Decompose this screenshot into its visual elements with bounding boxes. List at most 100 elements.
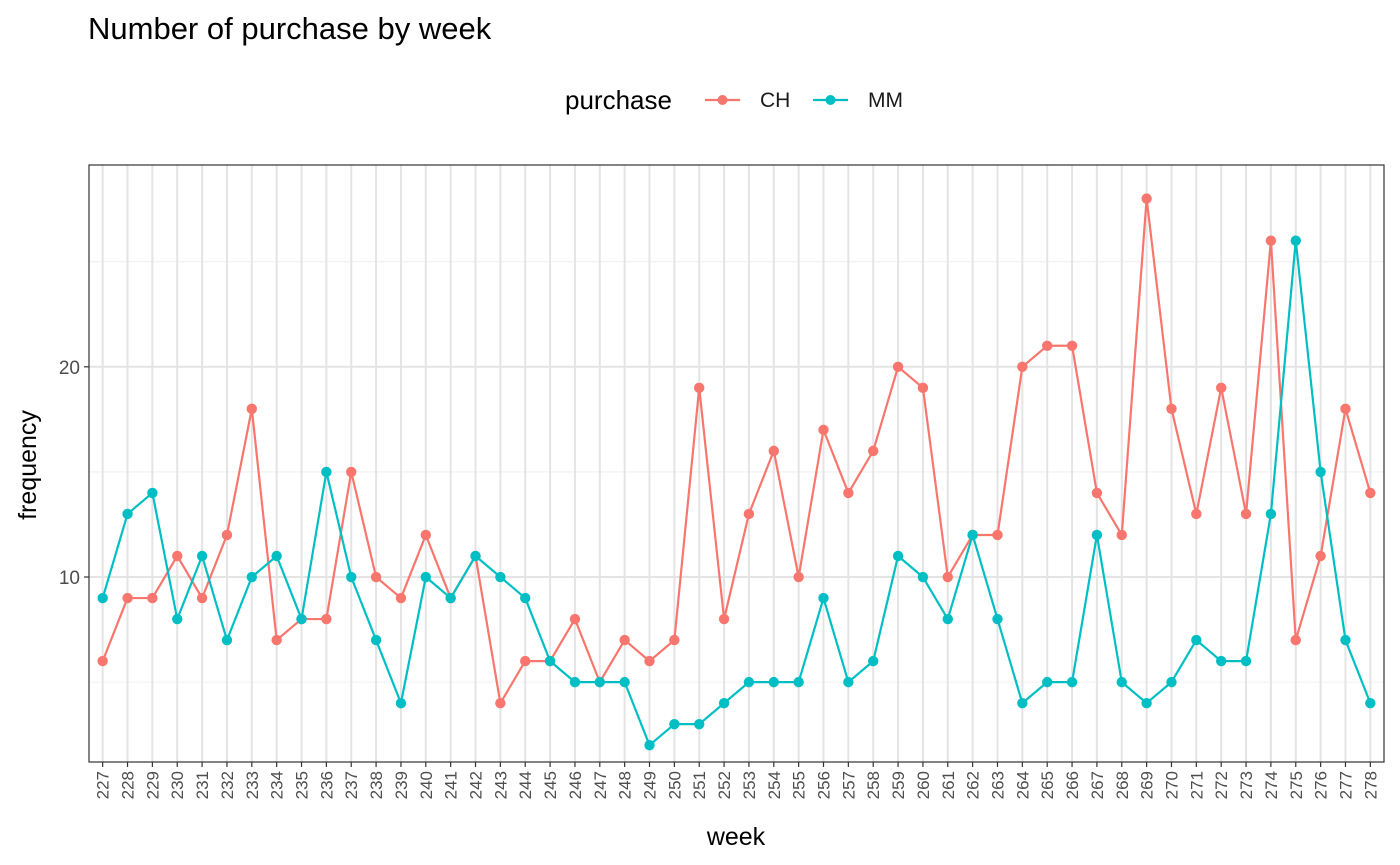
plot-background	[89, 165, 1384, 762]
series-line-mm	[101, 239, 1372, 747]
data-point-mm	[544, 655, 556, 667]
data-point-ch	[1315, 550, 1326, 562]
data-point-ch	[1091, 487, 1103, 499]
data-point-ch	[520, 655, 531, 667]
x-tick-label: 249	[641, 771, 660, 799]
data-point-mm	[420, 571, 431, 583]
data-point-ch	[1215, 382, 1227, 394]
data-point-ch	[420, 529, 431, 541]
data-point-mm	[172, 613, 183, 625]
data-point-mm	[594, 676, 605, 688]
x-tick-label: 274	[1262, 771, 1281, 799]
data-point-ch	[271, 634, 282, 646]
data-point-mm	[619, 676, 630, 688]
data-point-mm	[644, 739, 655, 751]
x-tick-label: 252	[715, 771, 734, 799]
x-tick-label: 238	[367, 771, 386, 799]
data-point-mm	[495, 571, 506, 583]
data-point-mm	[843, 676, 854, 688]
x-tick-label: 275	[1287, 771, 1306, 799]
data-point-mm	[246, 571, 258, 583]
data-point-mm	[743, 676, 755, 688]
series-mm	[97, 235, 1376, 751]
x-tick-label: 235	[293, 771, 312, 799]
data-point-ch	[1116, 529, 1127, 541]
x-tick-label: 256	[814, 771, 833, 799]
data-point-ch	[196, 592, 208, 604]
data-point-ch	[694, 382, 705, 394]
data-point-mm	[1215, 655, 1227, 667]
data-point-ch	[346, 466, 357, 478]
x-tick-label: 259	[889, 771, 908, 799]
plot-panel	[88, 164, 1385, 763]
x-tick-label: 250	[665, 771, 684, 799]
x-tick-label: 244	[516, 771, 535, 799]
data-point-mm	[1116, 676, 1127, 688]
x-tick-label: 262	[964, 771, 983, 799]
x-tick-label: 278	[1361, 771, 1380, 799]
y-axis-title: frequency	[14, 410, 42, 520]
data-point-mm	[694, 718, 705, 730]
data-point-ch	[1066, 340, 1078, 351]
data-point-ch	[942, 571, 953, 583]
x-axis: 227 228 229 230 231 232 233 234 235 236 237 238 239 2…	[94, 762, 1380, 799]
data-point-ch	[1290, 634, 1301, 646]
data-point-mm	[868, 655, 879, 667]
data-point-ch	[395, 592, 407, 604]
data-point-ch	[917, 382, 929, 394]
data-point-mm	[395, 697, 407, 709]
data-point-mm	[892, 550, 904, 562]
data-point-ch	[843, 487, 854, 499]
x-tick-label: 228	[119, 771, 138, 799]
x-tick-label: 272	[1212, 771, 1231, 799]
x-tick-label: 271	[1187, 771, 1206, 799]
y-axis: 10 20	[59, 358, 89, 589]
series-line-ch	[101, 197, 1372, 705]
data-point-ch	[669, 634, 680, 646]
x-tick-label: 263	[988, 771, 1007, 799]
data-point-ch	[1141, 193, 1152, 204]
x-tick-label: 237	[342, 771, 361, 799]
data-point-mm	[1290, 235, 1301, 246]
x-tick-label: 230	[168, 771, 187, 799]
x-tick-label: 247	[591, 771, 610, 799]
y-tick-label: 10	[59, 568, 80, 589]
x-tick-label: 260	[914, 771, 933, 799]
x-axis-title: week	[706, 823, 766, 851]
x-tick-label: 265	[1038, 771, 1057, 799]
legend-item-ch: CH	[705, 89, 790, 112]
data-point-ch	[321, 613, 332, 625]
data-point-mm	[569, 676, 581, 688]
x-tick-label: 277	[1336, 771, 1355, 799]
data-point-ch	[868, 445, 879, 457]
x-tick-label: 264	[1013, 771, 1032, 799]
data-point-mm	[1091, 529, 1103, 541]
x-tick-label: 234	[268, 771, 287, 799]
data-point-ch	[370, 571, 382, 583]
legend-item-mm: MM	[813, 89, 903, 112]
data-point-ch	[147, 592, 158, 604]
data-point-mm	[768, 676, 779, 688]
data-point-mm	[147, 487, 158, 499]
data-point-ch	[1191, 508, 1202, 520]
x-tick-label: 258	[864, 771, 883, 799]
data-point-ch	[569, 613, 581, 625]
x-tick-label: 232	[218, 771, 237, 799]
data-point-mm	[718, 697, 730, 709]
legend-key-point-mm	[825, 95, 836, 105]
x-tick-label: 239	[392, 771, 411, 799]
data-point-mm	[942, 613, 953, 625]
series-layer	[97, 193, 1376, 751]
data-point-ch	[1265, 235, 1277, 246]
x-tick-label: 240	[417, 771, 436, 799]
data-point-mm	[370, 634, 382, 646]
data-point-ch	[1240, 508, 1252, 520]
data-point-ch	[768, 445, 779, 457]
legend: purchase CH MM	[565, 85, 903, 115]
data-point-mm	[992, 613, 1003, 625]
x-tick-label: 243	[491, 771, 510, 799]
data-point-ch	[1042, 340, 1053, 351]
x-tick-label: 270	[1162, 771, 1181, 799]
data-point-mm	[967, 529, 978, 541]
data-point-ch	[97, 655, 108, 667]
